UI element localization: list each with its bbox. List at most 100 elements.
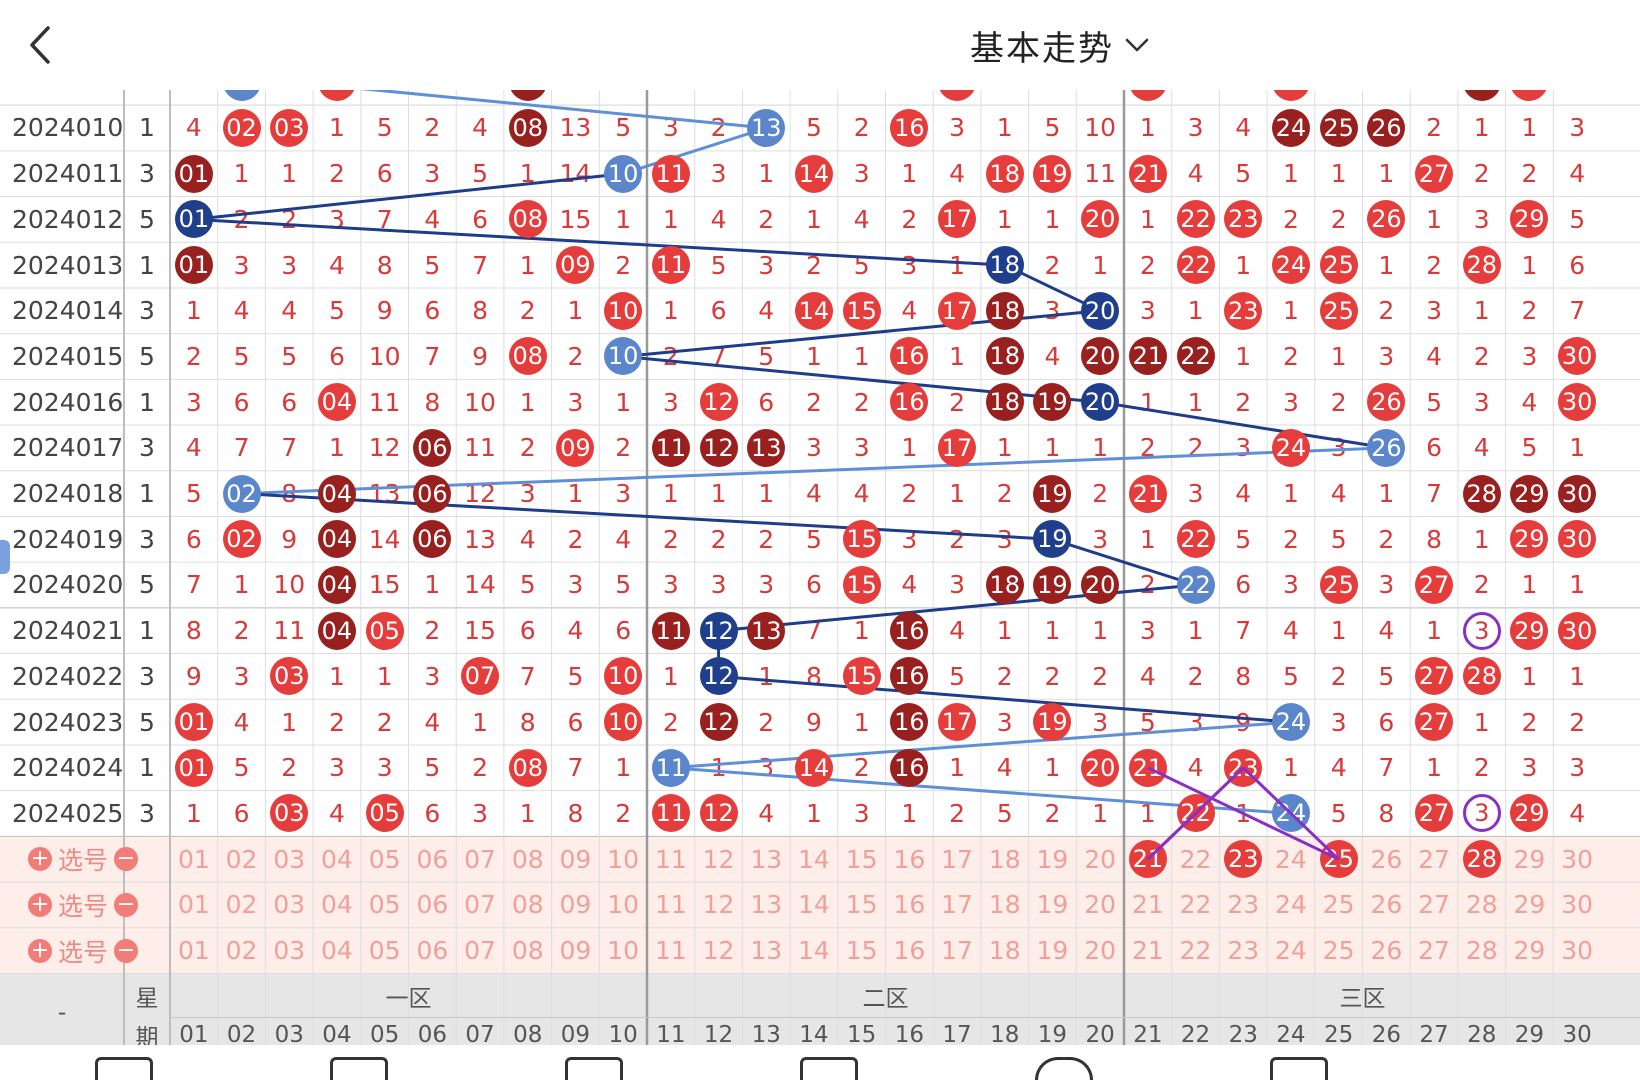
table-cell[interactable]: 3 bbox=[599, 471, 647, 517]
table-cell[interactable]: 1 bbox=[1315, 608, 1363, 654]
table-cell[interactable]: 12 bbox=[361, 425, 409, 471]
table-cell[interactable]: 3 bbox=[552, 379, 600, 425]
table-cell[interactable]: 3 bbox=[695, 151, 743, 197]
table-cell[interactable]: 1 bbox=[1267, 151, 1315, 197]
table-cell[interactable]: 2 bbox=[1267, 334, 1315, 380]
table-cell[interactable]: 1 bbox=[695, 471, 743, 517]
table-cell[interactable]: 2 bbox=[1124, 242, 1172, 288]
table-cell[interactable]: 4 bbox=[1410, 334, 1458, 380]
table-cell[interactable]: 1 bbox=[218, 151, 266, 197]
pick-number-button[interactable]: 17 bbox=[933, 882, 981, 928]
table-cell[interactable]: 1 bbox=[1124, 379, 1172, 425]
toolbar-pen-icon[interactable] bbox=[330, 1057, 388, 1080]
pick-number-button[interactable]: 01 bbox=[170, 882, 218, 928]
table-cell[interactable]: 2 bbox=[1076, 654, 1124, 700]
table-cell[interactable]: 3 bbox=[456, 791, 504, 837]
pick-number-button[interactable]: 10 bbox=[599, 836, 647, 882]
table-cell[interactable]: 1 bbox=[1029, 197, 1077, 243]
table-cell[interactable]: 1 bbox=[1506, 654, 1554, 700]
table-cell[interactable]: 10 bbox=[361, 334, 409, 380]
table-cell[interactable]: 7 bbox=[1219, 608, 1267, 654]
table-cell[interactable]: 5 bbox=[504, 562, 552, 608]
table-cell[interactable]: 7 bbox=[1553, 288, 1601, 334]
table-cell[interactable]: 7 bbox=[790, 608, 838, 654]
pick-number-button[interactable]: 14 bbox=[790, 882, 838, 928]
table-cell[interactable]: 8 bbox=[170, 608, 218, 654]
table-cell[interactable]: 1 bbox=[742, 654, 790, 700]
table-cell[interactable]: 4 bbox=[170, 105, 218, 151]
table-cell[interactable]: 3 bbox=[647, 105, 695, 151]
table-cell[interactable]: 2 bbox=[886, 197, 934, 243]
table-cell[interactable]: 15 bbox=[361, 562, 409, 608]
table-cell[interactable]: 3 bbox=[1506, 334, 1554, 380]
table-cell[interactable]: 5 bbox=[1506, 425, 1554, 471]
table-cell[interactable]: 2 bbox=[1363, 516, 1411, 562]
table-cell[interactable]: 2 bbox=[790, 242, 838, 288]
table-cell[interactable]: 2 bbox=[1458, 334, 1506, 380]
table-cell[interactable]: 1 bbox=[647, 471, 695, 517]
table-cell[interactable]: 9 bbox=[170, 654, 218, 700]
table-cell[interactable]: 4 bbox=[313, 791, 361, 837]
table-cell[interactable]: 2 bbox=[981, 471, 1029, 517]
pick-number-button[interactable]: 22 bbox=[1172, 928, 1220, 974]
table-cell[interactable]: 2 bbox=[742, 516, 790, 562]
table-cell[interactable]: 3 bbox=[1553, 745, 1601, 791]
pick-number-button[interactable]: 08 bbox=[504, 928, 552, 974]
table-cell[interactable]: 2 bbox=[1076, 471, 1124, 517]
table-cell[interactable]: 3 bbox=[1172, 471, 1220, 517]
table-cell[interactable]: 3 bbox=[933, 562, 981, 608]
table-cell[interactable]: 2 bbox=[1458, 151, 1506, 197]
pick-number-button[interactable]: 05 bbox=[361, 882, 409, 928]
table-cell[interactable]: 2 bbox=[1172, 425, 1220, 471]
table-cell[interactable]: 1 bbox=[1458, 105, 1506, 151]
pick-number-button[interactable]: 06 bbox=[409, 928, 457, 974]
table-cell[interactable]: 7 bbox=[265, 425, 313, 471]
table-cell[interactable]: 1 bbox=[409, 562, 457, 608]
table-cell[interactable]: 1 bbox=[1458, 516, 1506, 562]
table-cell[interactable]: 1 bbox=[599, 745, 647, 791]
table-cell[interactable]: 5 bbox=[409, 242, 457, 288]
table-cell[interactable]: 5 bbox=[695, 242, 743, 288]
table-cell[interactable]: 4 bbox=[313, 242, 361, 288]
table-cell[interactable]: 13 bbox=[456, 516, 504, 562]
table-cell[interactable]: 2 bbox=[695, 516, 743, 562]
table-cell[interactable]: 2 bbox=[409, 105, 457, 151]
table-cell[interactable]: 2 bbox=[552, 516, 600, 562]
pick-number-button[interactable]: 28 bbox=[1458, 882, 1506, 928]
table-cell[interactable]: 1 bbox=[933, 471, 981, 517]
table-cell[interactable]: 1 bbox=[1172, 379, 1220, 425]
table-cell[interactable]: 3 bbox=[504, 471, 552, 517]
table-cell[interactable]: 5 bbox=[1029, 105, 1077, 151]
table-cell[interactable]: 3 bbox=[1315, 425, 1363, 471]
table-cell[interactable]: 6 bbox=[552, 699, 600, 745]
table-cell[interactable]: 3 bbox=[1458, 197, 1506, 243]
table-cell[interactable]: 2 bbox=[1410, 242, 1458, 288]
table-cell[interactable]: 2 bbox=[933, 516, 981, 562]
table-cell[interactable]: 1 bbox=[1124, 516, 1172, 562]
table-cell[interactable]: 2 bbox=[1553, 699, 1601, 745]
table-cell[interactable]: 1 bbox=[599, 197, 647, 243]
table-cell[interactable]: 1 bbox=[504, 791, 552, 837]
table-cell[interactable]: 6 bbox=[409, 791, 457, 837]
pick-number-button[interactable]: 26 bbox=[1363, 836, 1411, 882]
table-cell[interactable]: 4 bbox=[504, 516, 552, 562]
pick-number-button[interactable]: 04 bbox=[313, 882, 361, 928]
table-cell[interactable]: 2 bbox=[409, 608, 457, 654]
table-cell[interactable]: 1 bbox=[647, 288, 695, 334]
pick-number-button[interactable]: 10 bbox=[599, 882, 647, 928]
table-cell[interactable]: 3 bbox=[838, 425, 886, 471]
pick-number-button[interactable]: 02 bbox=[218, 836, 266, 882]
table-cell[interactable]: 15 bbox=[456, 608, 504, 654]
table-cell[interactable]: 2 bbox=[886, 471, 934, 517]
pick-number-button[interactable]: 13 bbox=[742, 928, 790, 974]
table-cell[interactable]: 4 bbox=[838, 197, 886, 243]
pick-number-button[interactable]: 13 bbox=[742, 882, 790, 928]
pick-number-button[interactable]: 01 bbox=[170, 928, 218, 974]
table-cell[interactable]: 2 bbox=[552, 334, 600, 380]
table-cell[interactable]: 3 bbox=[218, 654, 266, 700]
table-cell[interactable]: 5 bbox=[1315, 791, 1363, 837]
table-cell[interactable]: 1 bbox=[1553, 425, 1601, 471]
pick-number-button[interactable]: 26 bbox=[1363, 928, 1411, 974]
table-cell[interactable]: 2 bbox=[1458, 562, 1506, 608]
table-cell[interactable]: 4 bbox=[1458, 425, 1506, 471]
